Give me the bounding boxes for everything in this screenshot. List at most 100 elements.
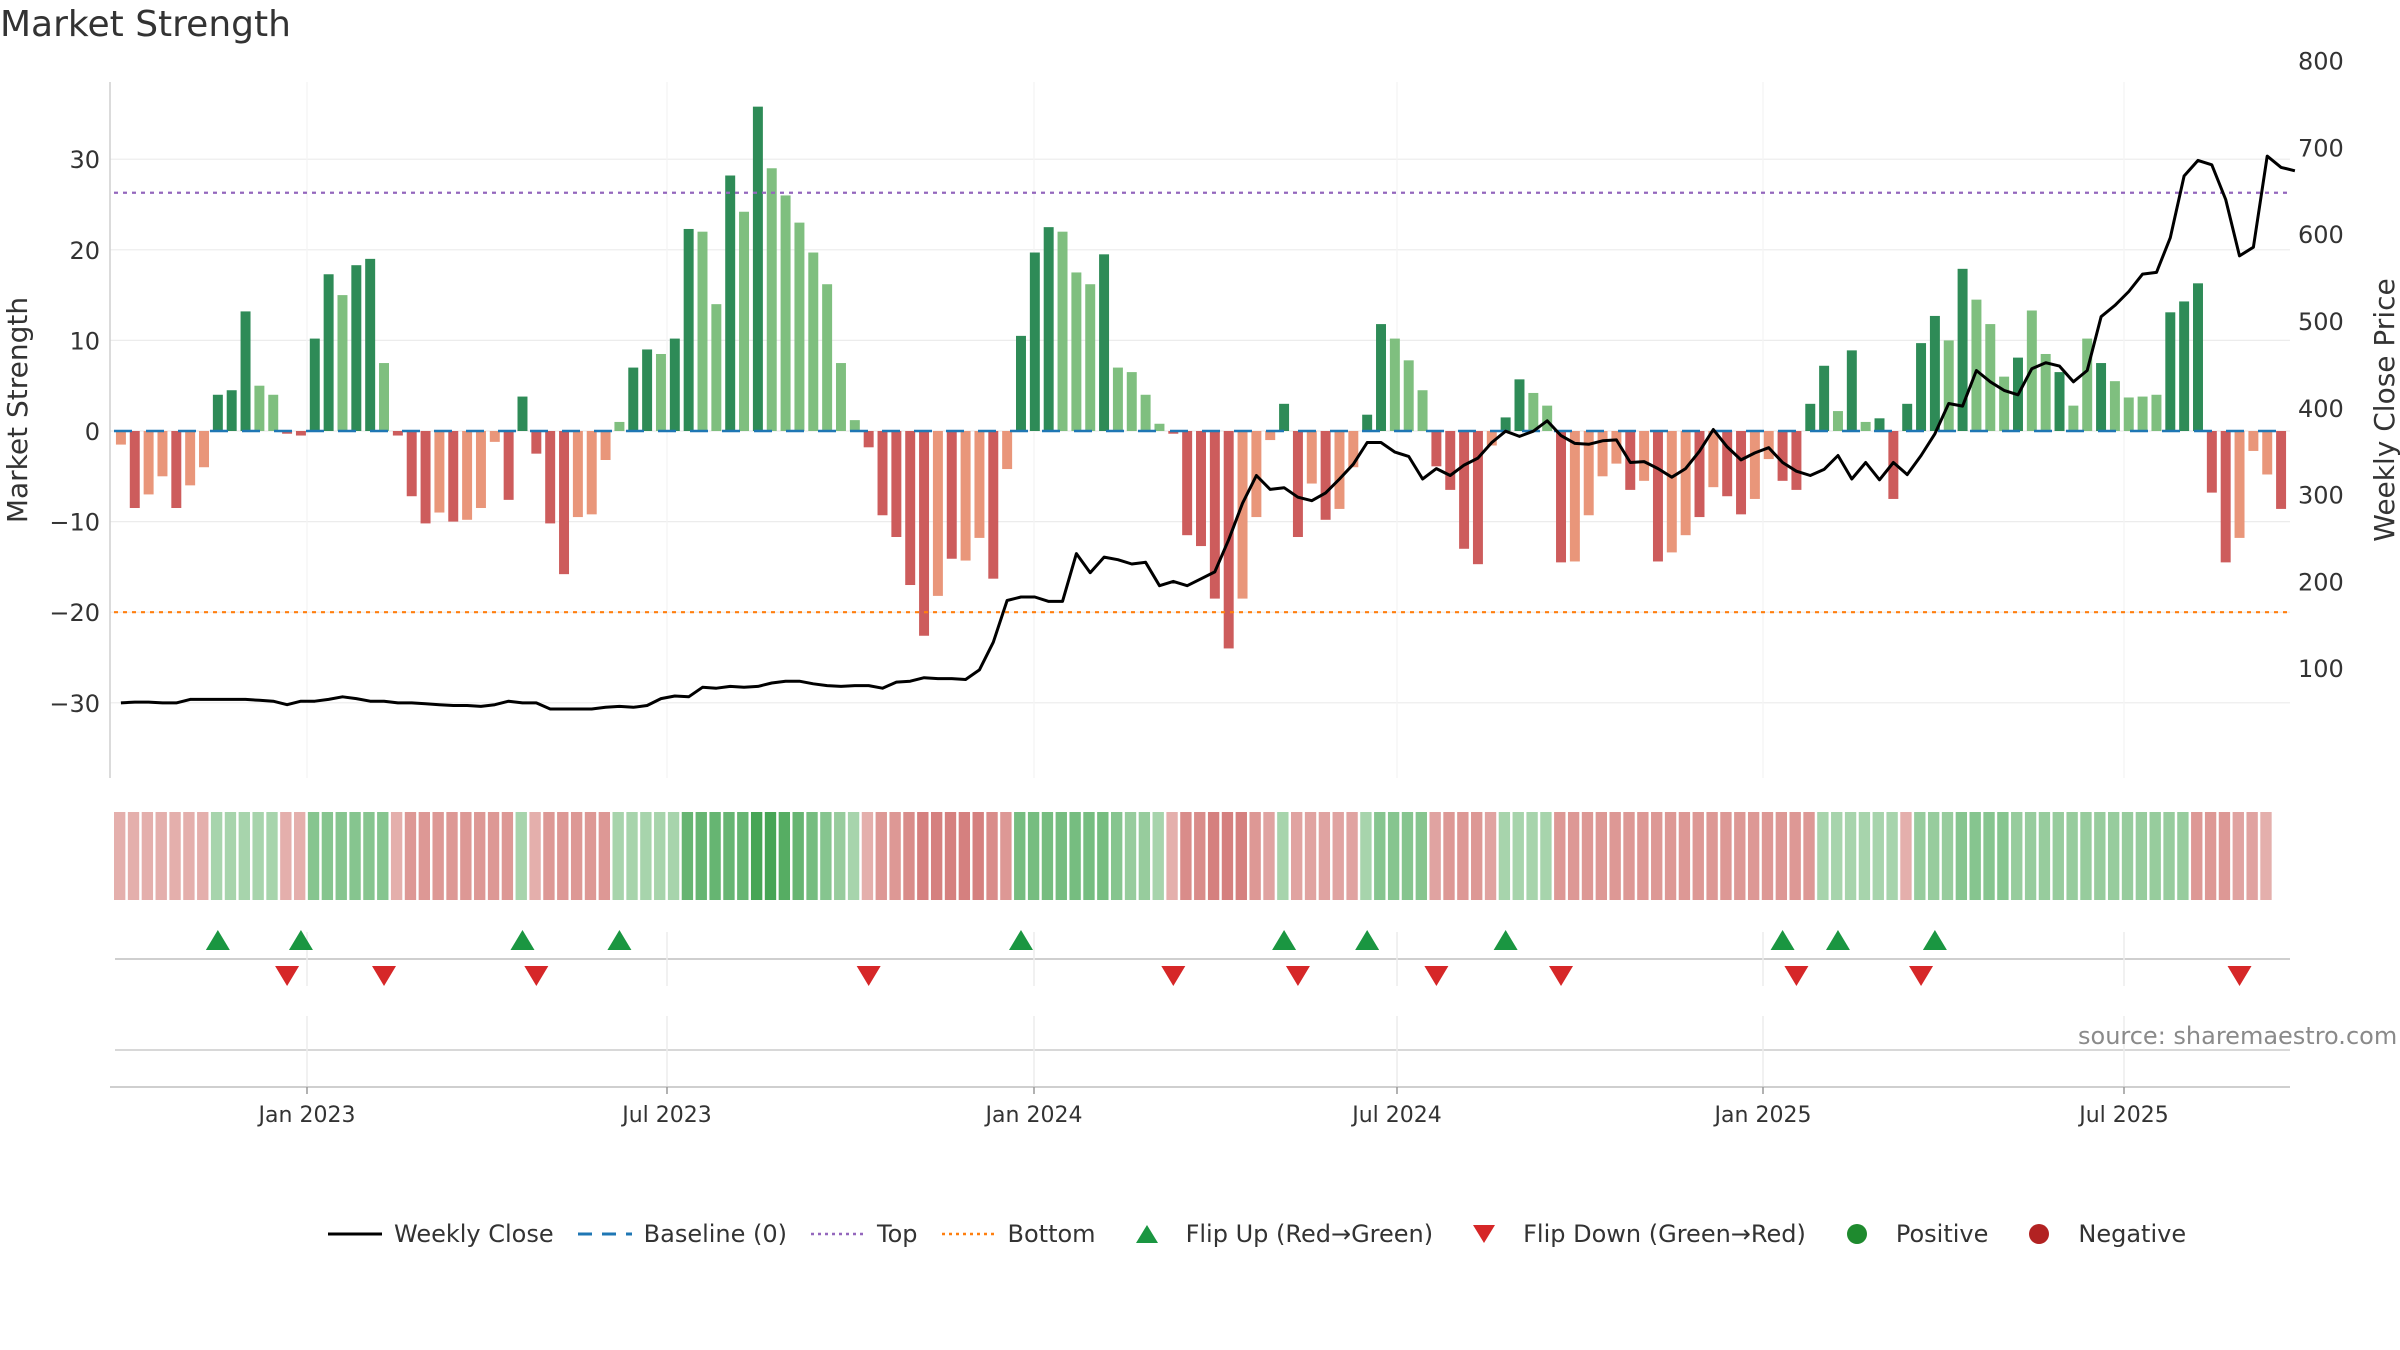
strip-cell (1041, 812, 1054, 900)
strength-bar (1459, 431, 1470, 549)
flip-up-marker (510, 930, 535, 950)
strength-bar (115, 431, 126, 445)
y-tick-label: 20 (69, 237, 100, 265)
strength-bar (2040, 353, 2051, 431)
strength-bar (2262, 431, 2273, 475)
strength-bar (2206, 431, 2217, 493)
legend-item: Flip Down (Green→Red) (1455, 1219, 1806, 1249)
strip-cell (723, 812, 735, 900)
strip-cell (709, 812, 721, 900)
strength-bar (919, 431, 930, 636)
legend-label: Negative (2078, 1220, 2187, 1248)
strip-cell (2038, 812, 2051, 900)
strength-bar (1611, 431, 1622, 464)
strip-cell (2246, 812, 2258, 900)
flip-up-marker (1922, 930, 1947, 950)
strength-bar (462, 431, 473, 520)
strength-bar (475, 431, 486, 509)
strength-bar (1389, 338, 1400, 431)
strength-bar (932, 431, 943, 596)
x-tick-label: Jan 2025 (1713, 1103, 1812, 1128)
y-tick-label: −10 (49, 509, 100, 537)
strip-cell (1734, 812, 1746, 900)
y2-tick-label: 500 (2298, 308, 2344, 336)
flip-down-marker (1549, 966, 1574, 986)
strip-cell (1069, 812, 1081, 900)
strength-bar (1196, 431, 1206, 547)
strength-bar (1029, 252, 1040, 431)
flip-up-marker (1355, 930, 1380, 950)
strip-cell (432, 812, 444, 900)
strip-cell (252, 812, 264, 900)
strip-cell (1664, 812, 1677, 900)
strip-cell (2177, 812, 2189, 900)
strength-bar (1957, 268, 1968, 431)
strip-cell (1443, 812, 1455, 900)
strength-bar (2193, 283, 2203, 431)
strip-cell (321, 812, 334, 900)
strip-cell (1941, 812, 1954, 900)
strength-bar (1320, 431, 1331, 520)
strength-bar (863, 431, 874, 448)
reference-lines (114, 191, 2290, 614)
strip-cell (349, 812, 361, 900)
strip-cell (778, 812, 791, 900)
strength-bar (2151, 394, 2162, 431)
strength-bar (1403, 360, 1414, 431)
strength-bar (379, 363, 390, 431)
strength-bar (1043, 227, 1054, 431)
strength-bar (1099, 254, 1110, 431)
strip-cell (737, 812, 749, 900)
strength-bar (1112, 367, 1123, 431)
strength-bar (2096, 363, 2107, 431)
strength-bar (143, 431, 154, 495)
legend-item: Positive (1828, 1219, 1988, 1249)
strength-bar (1265, 431, 1276, 441)
strip-cell (1692, 812, 1704, 900)
strength-bar (2054, 372, 2065, 431)
strength-heat-strip (114, 812, 2272, 900)
strip-cell (169, 812, 181, 900)
strength-bar (1874, 418, 1885, 431)
y-tick-label: −30 (49, 690, 100, 718)
strength-bar (1417, 390, 1428, 431)
strength-bar (559, 431, 570, 575)
strength-bar (1209, 431, 1220, 599)
strength-bar (531, 431, 542, 454)
strength-bar (1805, 403, 1816, 431)
strip-cell (557, 812, 569, 900)
strip-cell (404, 812, 417, 900)
y-tick-label: 30 (69, 146, 100, 174)
x-tick-label: Jan 2024 (984, 1103, 1083, 1128)
y2-tick-label: 700 (2298, 134, 2344, 162)
flip-down-marker (524, 966, 549, 986)
strip-cell (1927, 812, 1940, 900)
strip-cell (612, 812, 624, 900)
strip-cell (1027, 812, 1040, 900)
strip-cell (2066, 812, 2078, 900)
strip-cell (626, 812, 638, 900)
strip-cell (1360, 812, 1372, 900)
strength-bar (946, 431, 957, 559)
strength-bar (1376, 324, 1386, 431)
flip-down-marker (1909, 966, 1934, 986)
strip-cell (584, 812, 597, 900)
strip-cell (681, 812, 694, 900)
strip-cell (654, 812, 666, 900)
strength-bar (1722, 431, 1733, 497)
strip-cell (155, 812, 167, 900)
strength-bar (240, 311, 251, 431)
legend-item: Baseline (0) (576, 1219, 787, 1249)
strength-bar (835, 363, 846, 431)
strength-bar (822, 284, 833, 431)
strip-cell (1374, 812, 1386, 900)
strength-bar (2165, 312, 2176, 431)
strip-cell (2260, 812, 2272, 900)
strength-bar (628, 367, 639, 431)
y2-axis-title: Weekly Close Price (2368, 278, 2400, 541)
strip-cell (986, 812, 998, 900)
strip-cell (266, 812, 278, 900)
strip-cell (1969, 812, 1981, 900)
strength-bar (309, 338, 320, 431)
